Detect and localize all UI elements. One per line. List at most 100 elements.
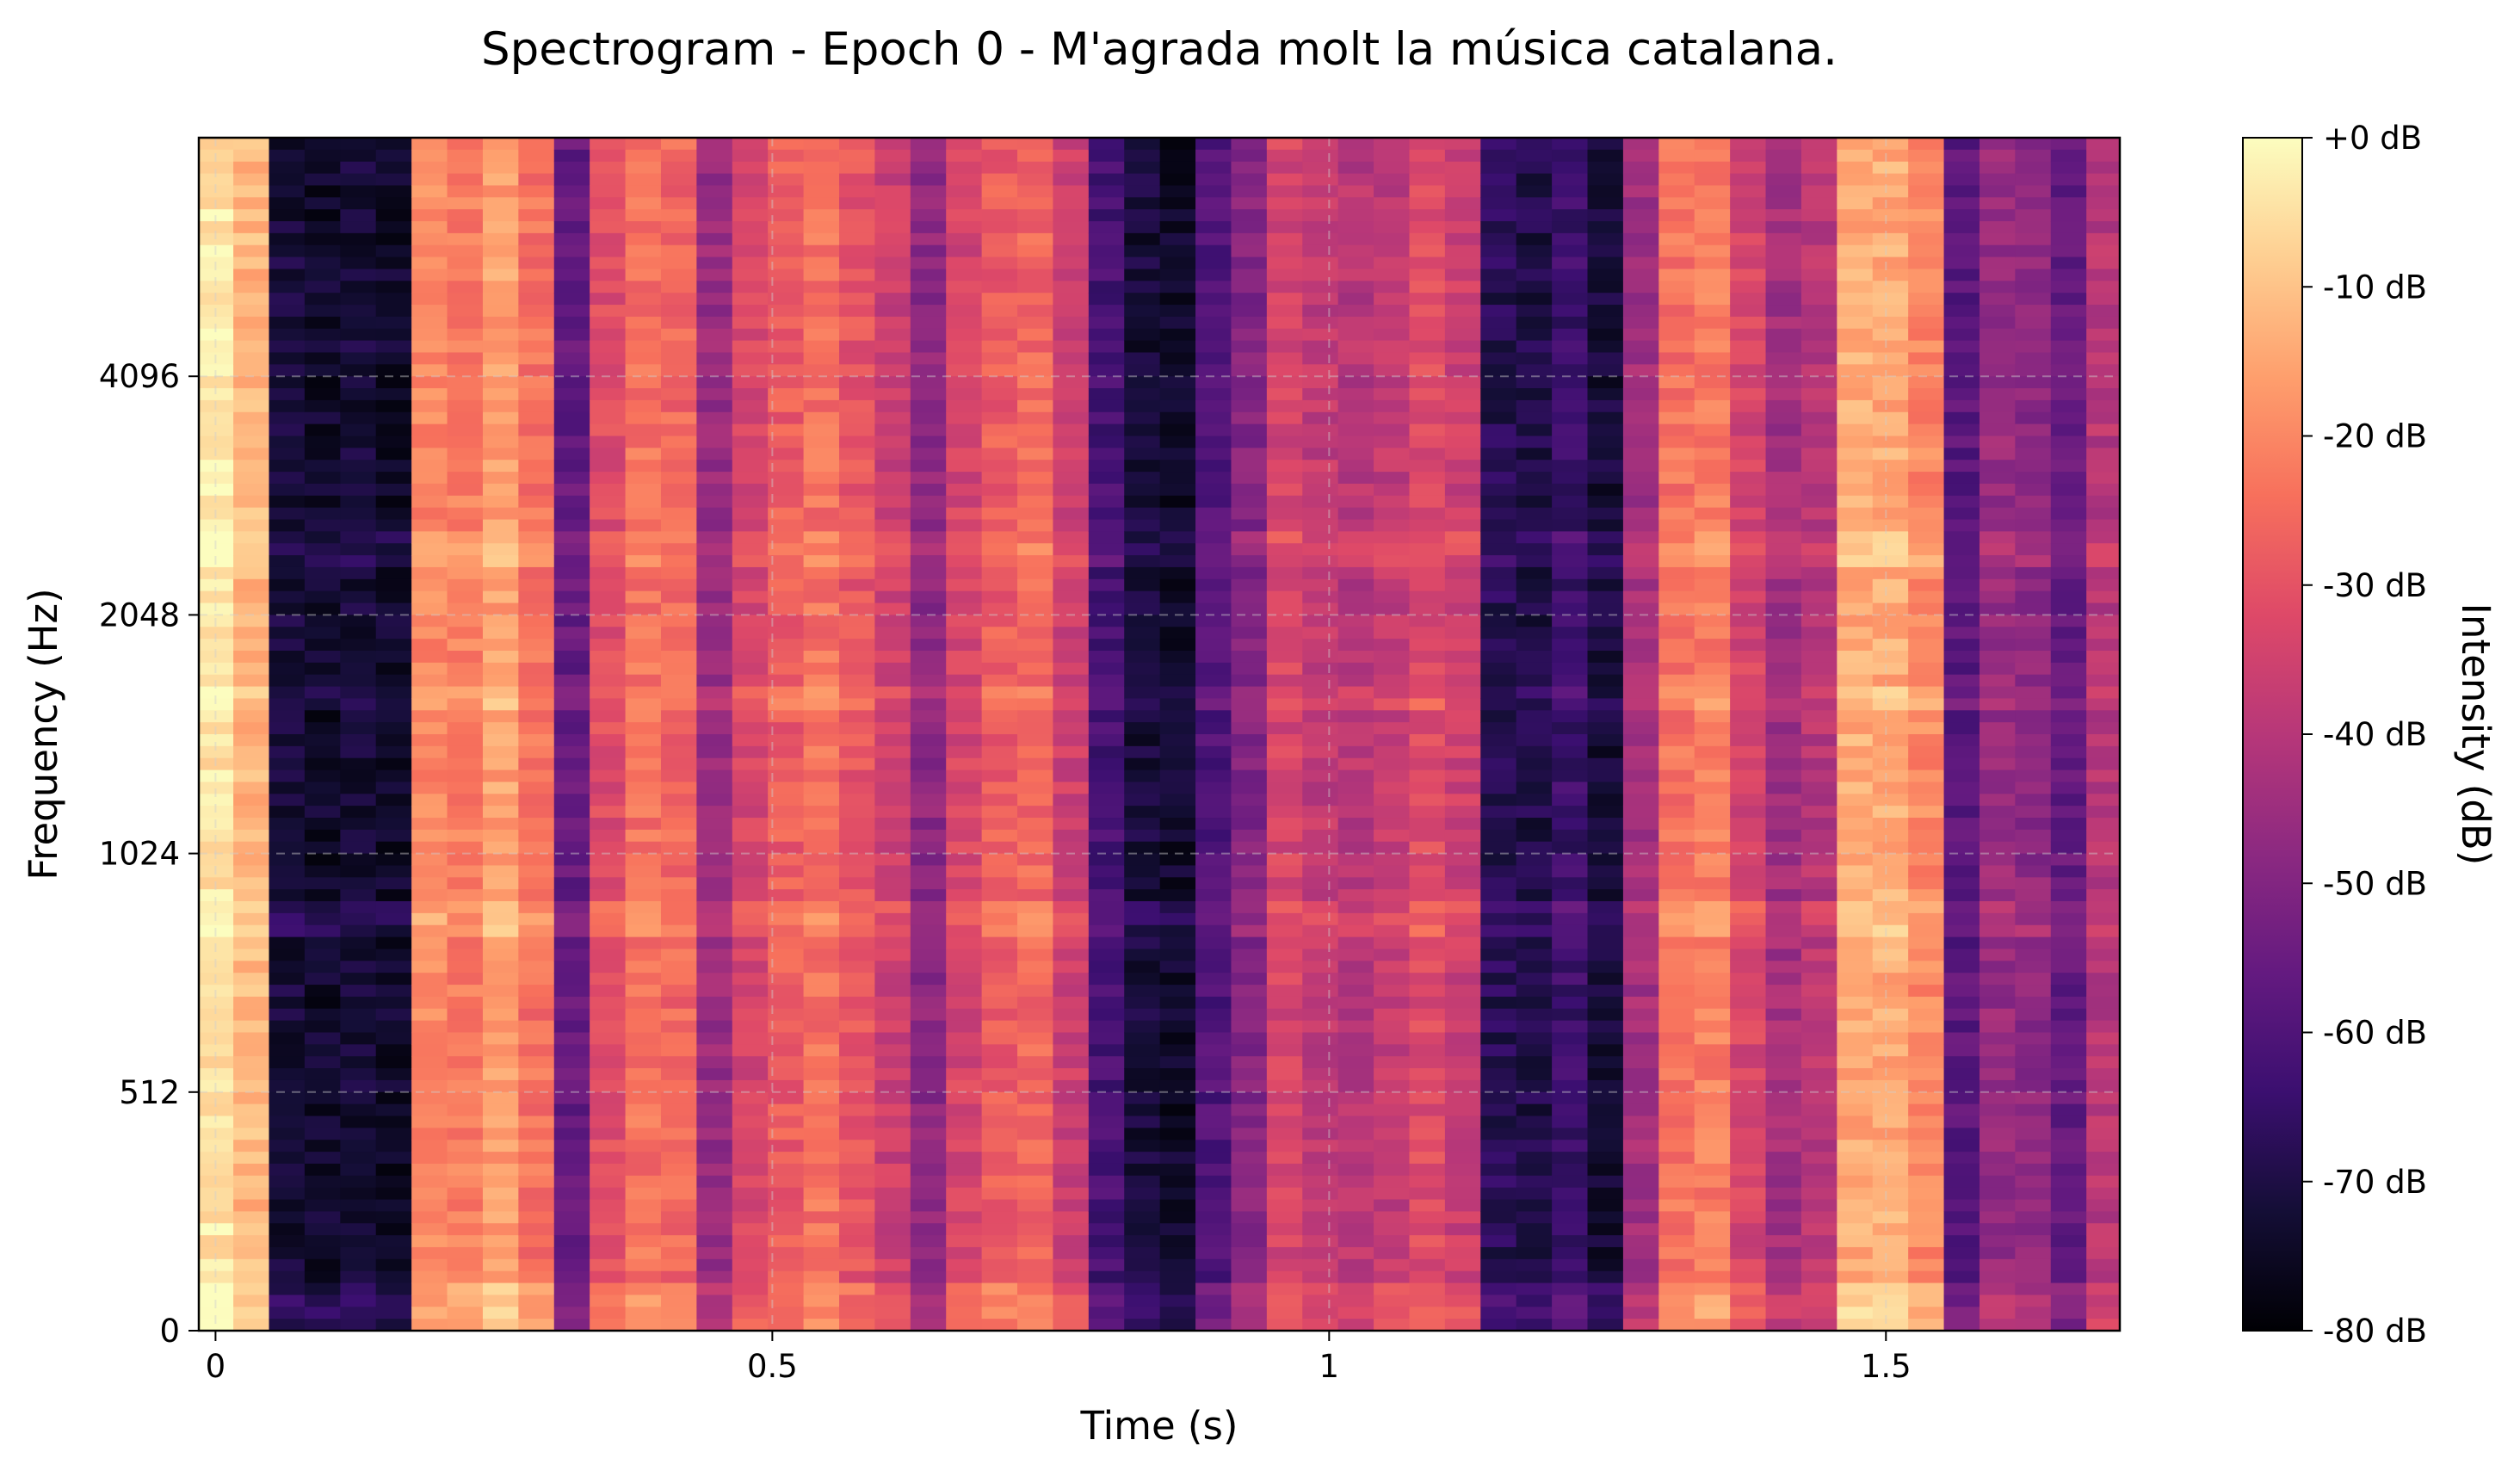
heatmap-cell [874,924,911,938]
heatmap-cell [1587,639,1624,652]
heatmap-cell [660,865,697,878]
heatmap-cell [375,578,412,592]
heatmap-cell [1730,1235,1767,1248]
heatmap-cell [1409,734,1446,747]
heatmap-cell [732,853,769,867]
heatmap-cell [1516,543,1553,556]
heatmap-cell [1908,1044,1945,1057]
heatmap-cell [803,818,840,831]
heatmap-cell [199,794,234,806]
heatmap-cell [839,423,876,437]
heatmap-cell [1266,590,1303,604]
heatmap-cell [732,757,769,771]
heatmap-cell [518,1175,555,1189]
heatmap-cell [660,603,697,615]
heatmap-cell [1516,961,1553,973]
heatmap-cell [304,328,341,342]
heatmap-cell [1088,1246,1125,1260]
heatmap-cell [1444,1246,1481,1260]
heatmap-cell [1872,782,1909,794]
heatmap-cell [981,1032,1018,1045]
heatmap-cell [803,1282,840,1296]
heatmap-cell [981,1091,1018,1105]
heatmap-cell [1730,1307,1767,1319]
heatmap-cell [946,232,983,246]
heatmap-cell [1480,722,1517,735]
heatmap-cell [768,1103,805,1117]
heatmap-cell [304,1163,341,1177]
heatmap-cell [1552,269,1589,281]
heatmap-cell [1765,1152,1802,1165]
heatmap-cell [1837,698,1874,711]
heatmap-cell [304,1211,341,1224]
heatmap-cell [625,1258,662,1272]
heatmap-cell [269,590,306,604]
heatmap-cell [768,519,805,532]
heatmap-cell [1765,281,1802,294]
heatmap-cell [1302,698,1339,711]
heatmap-cell [1266,436,1303,448]
heatmap-cell [1622,1020,1659,1034]
heatmap-cell [732,1307,769,1319]
heatmap-cell [199,829,234,843]
heatmap-cell [768,1175,805,1189]
heatmap-cell [411,578,448,592]
heatmap-cell [1872,841,1909,855]
heatmap-cell [1765,448,1802,460]
heatmap-cell [946,901,983,914]
heatmap-cell [1800,244,1838,258]
heatmap-cell [1195,221,1232,234]
heatmap-cell [1053,197,1090,210]
heatmap-cell [447,1032,484,1045]
heatmap-cell [199,1044,234,1057]
heatmap-cell [1872,1056,1909,1069]
heatmap-cell [1587,985,1624,998]
heatmap-cell [518,745,555,759]
heatmap-cell [946,1091,983,1105]
heatmap-cell [1872,1020,1909,1034]
heatmap-cell [233,639,270,652]
heatmap-cell [1730,209,1767,222]
heatmap-cell [233,1056,270,1069]
heatmap-cell [1266,1128,1303,1140]
heatmap-cell [1552,853,1589,867]
heatmap-cell [304,794,341,806]
heatmap-cell [1694,853,1731,867]
heatmap-cell [1409,949,1446,961]
heatmap-cell [1266,281,1303,294]
heatmap-cell [1088,460,1125,473]
heatmap-cell [411,949,448,961]
heatmap-cell [1622,232,1659,246]
heatmap-cell [625,698,662,711]
heatmap-cell [1124,674,1161,688]
heatmap-cell [1730,293,1767,306]
heatmap-cell [1088,1175,1125,1189]
heatmap-cell [482,448,519,460]
heatmap-cell [411,232,448,246]
heatmap-cell [1730,1258,1767,1272]
heatmap-cell [375,388,412,401]
heatmap-cell [1837,829,1874,843]
heatmap-cell [1017,901,1054,914]
heatmap-cell [1765,138,1802,151]
heatmap-cell [981,1044,1018,1057]
heatmap-cell [874,149,911,163]
heatmap-cell [1266,483,1303,497]
heatmap-cell [1622,698,1659,711]
heatmap-cell [768,566,805,580]
heatmap-cell [411,1258,448,1272]
heatmap-cell [1302,555,1339,568]
heatmap-cell [1516,221,1553,234]
heatmap-cell [910,1091,947,1105]
heatmap-cell [447,185,484,198]
heatmap-cell [199,1258,234,1272]
heatmap-cell [340,1319,377,1331]
heatmap-cell [1195,1068,1232,1081]
heatmap-cell [1730,531,1767,544]
heatmap-cell [1480,221,1517,234]
heatmap-cell [732,806,769,819]
heatmap-cell [590,1187,627,1201]
heatmap-cell [1943,877,1980,890]
heatmap-cell [946,1152,983,1165]
heatmap-cell [981,578,1018,592]
